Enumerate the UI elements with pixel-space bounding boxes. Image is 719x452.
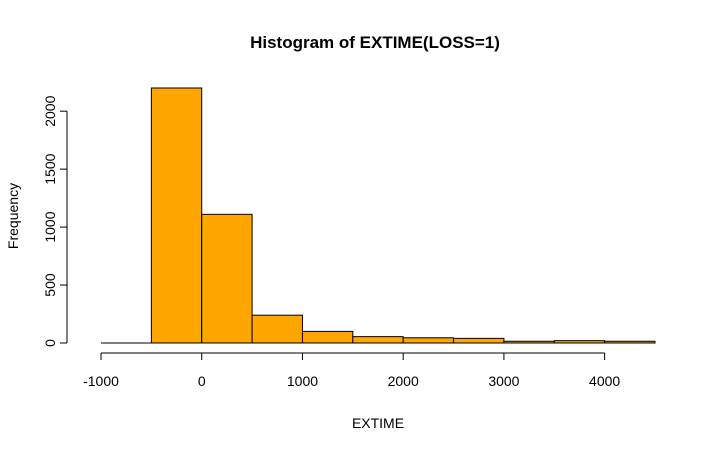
x-axis: -1000 0 1000 2000 3000 4000 [83, 352, 620, 389]
x-tick-label: 4000 [589, 373, 620, 389]
histogram-bar [402, 337, 455, 344]
x-axis-label: EXTIME [352, 415, 404, 431]
histogram-bar [251, 314, 303, 344]
histogram-bar [201, 213, 253, 344]
y-tick-label: 2000 [42, 95, 58, 126]
x-tick-label: 1000 [287, 373, 318, 389]
y-axis-label: Frequency [5, 183, 21, 249]
histogram-bar [301, 330, 354, 344]
histogram-bar [453, 337, 505, 344]
x-tick-label: 0 [198, 373, 206, 389]
y-tick-label: 1500 [42, 153, 58, 184]
x-tick-label: -1000 [83, 373, 119, 389]
y-tick-label: 1000 [42, 211, 58, 242]
x-tick-label: 2000 [388, 373, 419, 389]
chart-title: Histogram of EXTIME(LOSS=1) [250, 33, 500, 52]
histogram-bar [352, 336, 404, 344]
y-tick-label: 500 [42, 273, 58, 297]
y-axis: 0 500 1000 1500 2000 [42, 95, 68, 347]
x-tick-label: 3000 [488, 373, 519, 389]
bars-group [150, 87, 656, 344]
y-tick-label: 0 [42, 339, 58, 347]
histogram-bar [150, 87, 203, 344]
